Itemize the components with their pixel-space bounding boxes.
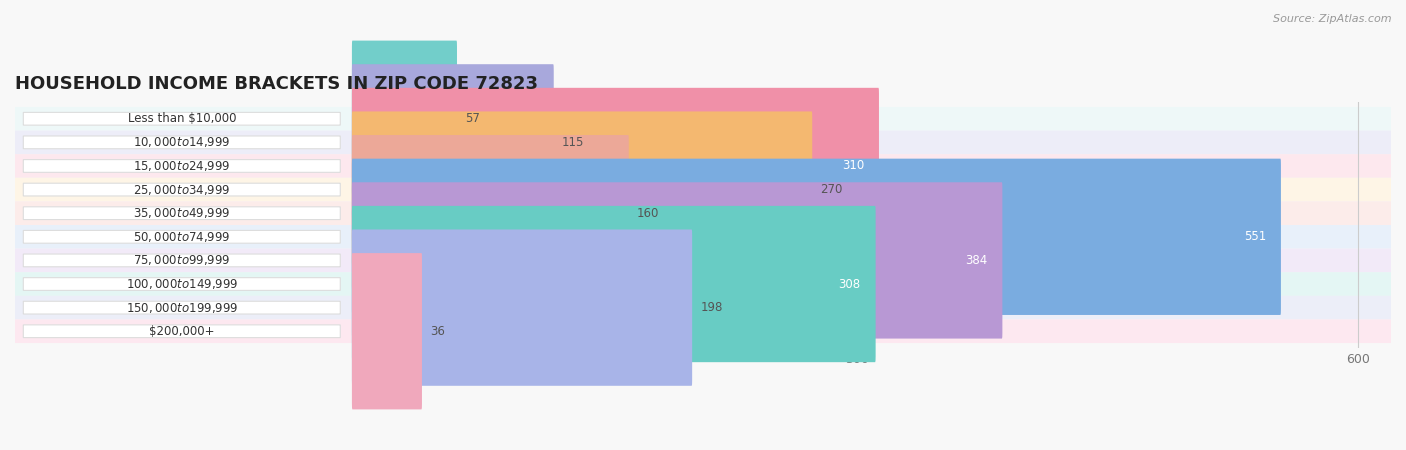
Text: $75,000 to $99,999: $75,000 to $99,999 — [134, 253, 231, 267]
FancyBboxPatch shape — [15, 154, 1391, 178]
Text: 36: 36 — [430, 325, 446, 338]
FancyBboxPatch shape — [24, 278, 340, 290]
Text: $10,000 to $14,999: $10,000 to $14,999 — [134, 135, 231, 149]
Text: 115: 115 — [562, 136, 585, 149]
Text: $50,000 to $74,999: $50,000 to $74,999 — [134, 230, 231, 244]
Text: 308: 308 — [838, 278, 860, 291]
FancyBboxPatch shape — [15, 107, 1391, 130]
FancyBboxPatch shape — [24, 136, 340, 149]
Text: 57: 57 — [465, 112, 481, 125]
Text: Source: ZipAtlas.com: Source: ZipAtlas.com — [1274, 14, 1392, 23]
FancyBboxPatch shape — [352, 253, 422, 410]
FancyBboxPatch shape — [24, 254, 340, 267]
FancyBboxPatch shape — [24, 325, 340, 338]
FancyBboxPatch shape — [15, 296, 1391, 320]
FancyBboxPatch shape — [15, 178, 1391, 202]
FancyBboxPatch shape — [24, 160, 340, 172]
Text: 384: 384 — [965, 254, 987, 267]
FancyBboxPatch shape — [352, 112, 813, 268]
Text: $25,000 to $34,999: $25,000 to $34,999 — [134, 183, 231, 197]
FancyBboxPatch shape — [24, 207, 340, 220]
FancyBboxPatch shape — [352, 64, 554, 220]
Text: 198: 198 — [700, 301, 723, 314]
FancyBboxPatch shape — [352, 230, 692, 386]
Text: 270: 270 — [821, 183, 844, 196]
FancyBboxPatch shape — [15, 202, 1391, 225]
Text: $200,000+: $200,000+ — [149, 325, 215, 338]
Text: $35,000 to $49,999: $35,000 to $49,999 — [134, 206, 231, 220]
Text: Less than $10,000: Less than $10,000 — [128, 112, 236, 125]
FancyBboxPatch shape — [15, 248, 1391, 272]
FancyBboxPatch shape — [24, 230, 340, 243]
Text: HOUSEHOLD INCOME BRACKETS IN ZIP CODE 72823: HOUSEHOLD INCOME BRACKETS IN ZIP CODE 72… — [15, 75, 538, 93]
Text: $15,000 to $24,999: $15,000 to $24,999 — [134, 159, 231, 173]
FancyBboxPatch shape — [352, 206, 876, 362]
Text: $150,000 to $199,999: $150,000 to $199,999 — [125, 301, 238, 315]
FancyBboxPatch shape — [352, 182, 1002, 338]
FancyBboxPatch shape — [15, 225, 1391, 248]
FancyBboxPatch shape — [15, 320, 1391, 343]
FancyBboxPatch shape — [24, 112, 340, 125]
FancyBboxPatch shape — [24, 301, 340, 314]
FancyBboxPatch shape — [24, 183, 340, 196]
Text: 310: 310 — [842, 159, 863, 172]
FancyBboxPatch shape — [352, 88, 879, 244]
FancyBboxPatch shape — [352, 135, 628, 291]
FancyBboxPatch shape — [352, 40, 457, 197]
Text: $100,000 to $149,999: $100,000 to $149,999 — [125, 277, 238, 291]
FancyBboxPatch shape — [352, 159, 1281, 315]
Text: 160: 160 — [637, 207, 659, 220]
FancyBboxPatch shape — [15, 130, 1391, 154]
FancyBboxPatch shape — [15, 272, 1391, 296]
Text: 551: 551 — [1244, 230, 1265, 243]
